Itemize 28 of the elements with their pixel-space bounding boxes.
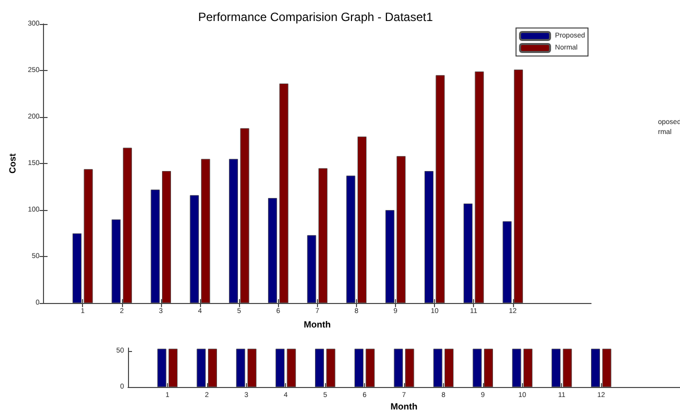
bar: [385, 210, 394, 304]
bar: [112, 219, 121, 304]
bar: [201, 158, 210, 304]
chart-title: Performance Comparision Graph - Dataset1: [198, 10, 434, 24]
bar: [514, 70, 523, 304]
bar: [307, 235, 316, 304]
bar: [279, 84, 288, 304]
bar: [464, 204, 473, 304]
y-axis-title: Cost: [8, 154, 18, 174]
bar: [474, 71, 484, 304]
bar: [502, 221, 512, 304]
bar: [84, 169, 93, 304]
x-axis-title: Month: [304, 320, 331, 330]
bar: [190, 195, 199, 304]
bar: [228, 158, 238, 304]
bar: [162, 170, 172, 304]
bar: [424, 170, 434, 304]
bar: [150, 190, 160, 304]
bar: [358, 136, 367, 304]
bar: [122, 148, 132, 304]
bar: [436, 75, 445, 304]
bar: [240, 128, 250, 304]
bar: [72, 233, 82, 304]
bar: [346, 176, 356, 304]
bar: [396, 156, 406, 304]
bar: [318, 168, 328, 304]
bar: [268, 198, 278, 304]
x-axis-title: Month: [390, 402, 418, 412]
